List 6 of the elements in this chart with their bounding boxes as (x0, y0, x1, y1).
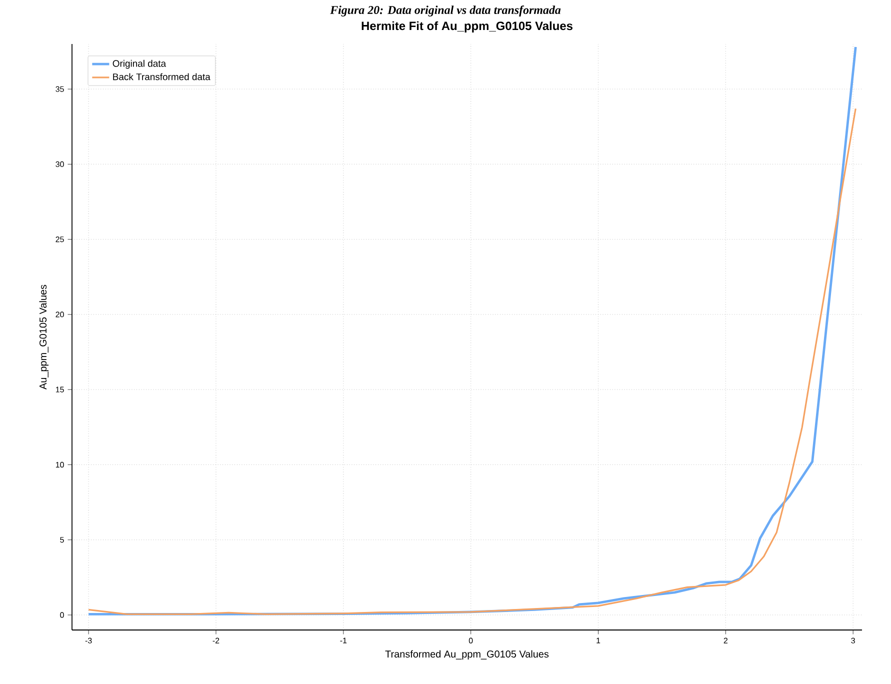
y-axis-title: Au_ppm_G0105 Values (39, 284, 49, 390)
text: Figura 20: Data original vs data transformada (330, 6, 561, 16)
legend-label: Back Transformed data (113, 73, 210, 80)
chart-title: Hermite Fit of Au_ppm_G0105 Values (362, 21, 572, 32)
x-axis-title: Transformed Au_ppm_G0105 Values (385, 650, 549, 660)
legend-label: Original data (112, 60, 166, 69)
